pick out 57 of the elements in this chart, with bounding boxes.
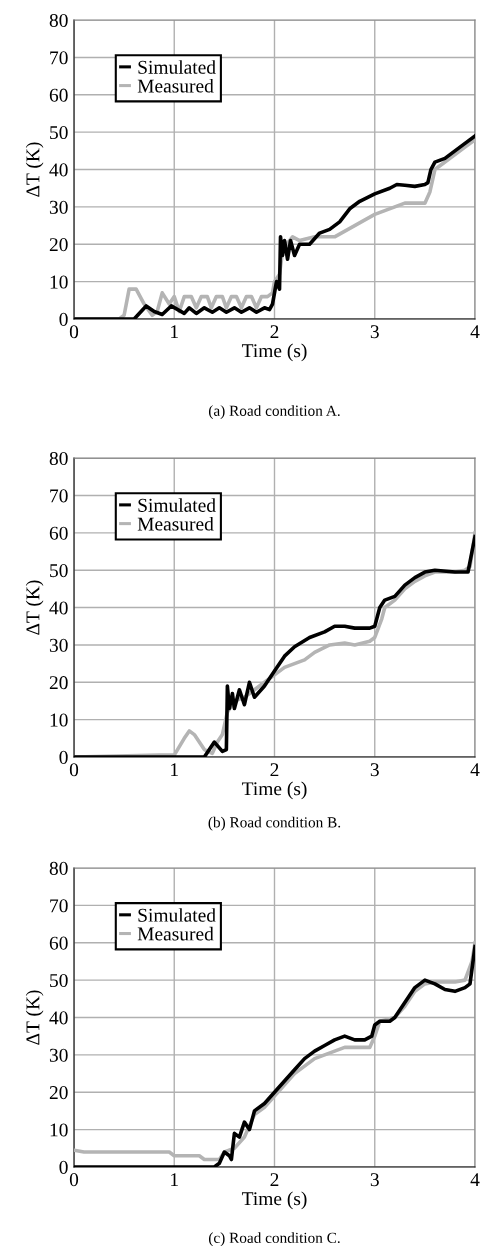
text: (c) Road condition C.: [208, 1232, 340, 1247]
x-tick-label: 3: [370, 763, 379, 777]
y-tick-label: 20: [49, 238, 68, 252]
x-axis-title: Time (s): [241, 343, 307, 362]
x-tick-label: 1: [171, 1173, 178, 1187]
y-tick-label: 0: [59, 312, 68, 326]
y-tick-label: 10: [50, 1123, 68, 1137]
x-axis-title: Time (s): [241, 1191, 307, 1210]
y-tick-label: 80: [49, 861, 68, 875]
y-axis-title: ΔT (K): [25, 142, 44, 197]
x-tick-label: 0: [69, 763, 79, 777]
x-tick-label: 1: [171, 763, 178, 777]
x-tick-label: 0: [69, 1173, 79, 1187]
y-tick-label: 80: [49, 451, 68, 466]
y-tick-label: 40: [49, 601, 68, 615]
legend-label: Measured: [137, 78, 214, 93]
x-tick-label: 0: [69, 325, 79, 339]
y-tick-label: 50: [50, 564, 68, 578]
y-tick-label: 80: [49, 13, 68, 27]
y-tick-label: 60: [49, 936, 68, 950]
x-axis-title: Time (s): [241, 781, 307, 800]
y-tick-label: 40: [49, 163, 68, 177]
legend-label: Simulated: [138, 498, 216, 512]
y-tick-label: 30: [49, 1048, 68, 1062]
y-tick-label: 20: [49, 1086, 68, 1100]
y-tick-label: 50: [50, 125, 68, 140]
y-tick-label: 70: [50, 51, 68, 65]
x-tick-label: 1: [171, 325, 178, 339]
y-tick-label: 30: [49, 638, 68, 652]
x-tick-label: 4: [470, 1173, 480, 1187]
y-axis-title: ΔT (K): [25, 990, 44, 1045]
y-tick-label: 70: [50, 489, 68, 503]
legend-label: Measured: [137, 516, 214, 531]
y-tick-label: 30: [49, 200, 68, 214]
y-tick-label: 60: [49, 88, 68, 102]
y-tick-label: 60: [49, 526, 68, 540]
y-tick-label: 0: [59, 750, 68, 764]
x-tick-label: 3: [370, 325, 379, 339]
y-tick-label: 10: [50, 713, 68, 727]
y-axis-title: ΔT (K): [25, 580, 44, 635]
y-tick-label: 20: [49, 676, 68, 690]
legend-label: Measured: [137, 926, 214, 941]
y-tick-label: 70: [50, 899, 68, 913]
x-tick-label: 4: [470, 325, 480, 339]
text: (a) Road condition A.: [208, 405, 340, 419]
text: (b) Road condition B.: [208, 816, 341, 831]
x-tick-label: 2: [270, 1173, 279, 1187]
y-tick-label: 0: [59, 1160, 68, 1174]
x-tick-label: 3: [370, 1173, 379, 1187]
x-tick-label: 4: [470, 763, 480, 777]
y-tick-label: 40: [49, 1011, 68, 1025]
x-tick-label: 2: [270, 325, 279, 339]
y-tick-label: 50: [50, 973, 68, 988]
legend-label: Simulated: [138, 908, 216, 922]
y-tick-label: 10: [50, 275, 68, 289]
x-tick-label: 2: [270, 763, 279, 777]
legend-label: Simulated: [138, 60, 216, 74]
